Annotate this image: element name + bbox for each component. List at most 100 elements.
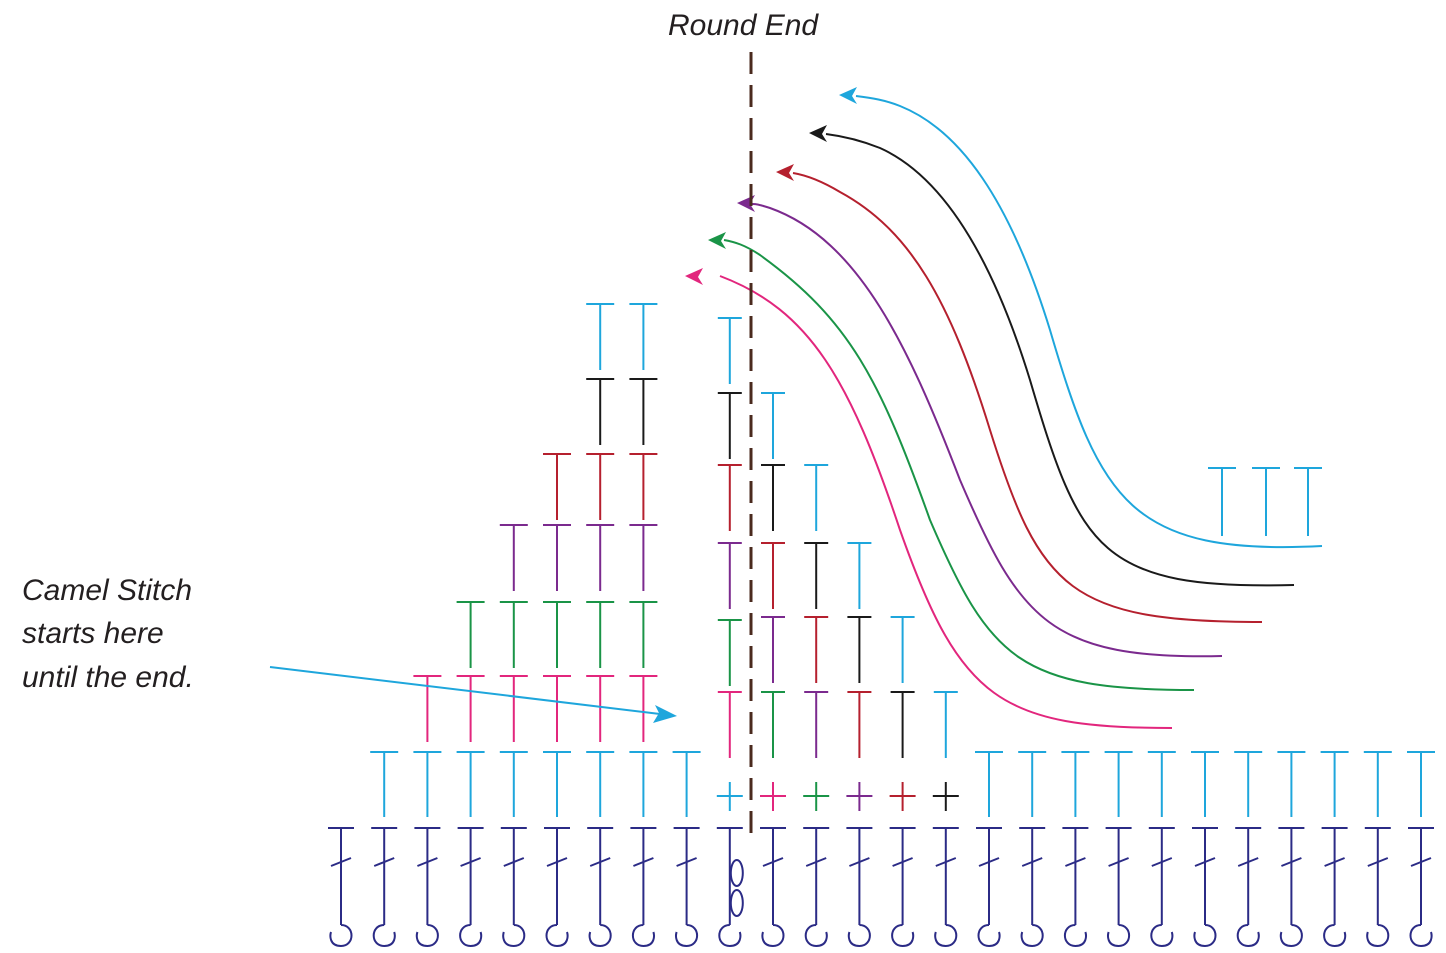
stitch-hook (588, 924, 612, 948)
round-3-stitch (456, 601, 485, 668)
stair-stitch (761, 464, 785, 531)
round-2-stitch (456, 675, 485, 742)
round-4-stitch (629, 524, 658, 591)
round-1-stitch (456, 751, 485, 817)
foundation-stitch (414, 827, 441, 948)
note-line-1: Camel Stitch (22, 574, 192, 607)
foundation-stitch (1105, 827, 1132, 948)
stitch-bar (1367, 857, 1389, 867)
stair-stitch (847, 542, 872, 609)
foundation-stitch (1192, 827, 1218, 948)
round-2-stitch (586, 675, 615, 742)
foundation-row (328, 827, 1434, 948)
stitch-hook (1409, 924, 1433, 948)
stitch-hook (1150, 924, 1174, 948)
arrow-head (685, 268, 703, 285)
foundation-stitch (976, 827, 1002, 948)
arrow-curve (719, 275, 1173, 729)
round-1-stitch (1407, 751, 1435, 817)
foundation-stitch (1321, 827, 1348, 948)
red-arrow (776, 164, 1263, 623)
round-1-stitch (1104, 751, 1133, 817)
note-line-2: starts here (22, 617, 164, 650)
stair-stitch (847, 691, 872, 758)
stitch-bar (935, 857, 957, 867)
stair-stitch (804, 464, 829, 531)
foundation-stitch (1062, 827, 1089, 948)
round-1-stitch (499, 751, 528, 817)
stitch-bar (1237, 857, 1259, 867)
stitch-bar (1281, 857, 1302, 867)
camel-stitch-pointer (269, 666, 677, 723)
foundation-stitch (630, 827, 657, 948)
arrow-head (776, 164, 794, 181)
foundation-stitch (1019, 827, 1046, 948)
foundation-stitch (932, 827, 959, 948)
arrow-curve (855, 95, 1323, 549)
stitch-bar (762, 857, 784, 867)
arrow-curve (751, 203, 1223, 658)
stitch-bar (1324, 857, 1345, 867)
arrow-head (708, 232, 726, 249)
pointer-arrowhead (653, 705, 677, 723)
foundation-stitch (760, 827, 786, 948)
stitch-bar (373, 857, 395, 867)
foundation-stitch (587, 827, 614, 948)
stair-stitch (717, 317, 742, 384)
stair-stitch (717, 464, 742, 531)
stair-stitch (933, 691, 958, 758)
camel-stitch-note: Camel Stitch starts here until the end. (22, 574, 200, 694)
blue-arrow (839, 87, 1323, 549)
arrow-curve (825, 133, 1295, 587)
stitch-grid (370, 303, 1435, 817)
round-1-stitch (1147, 751, 1176, 817)
stitch-bar (978, 857, 1000, 867)
foundation-stitch (1364, 827, 1391, 948)
stitch-hook (1193, 924, 1217, 948)
pink-arrow (685, 268, 1173, 729)
stitch-hook (1279, 924, 1303, 948)
single-crochet-stitch (889, 782, 916, 811)
stair-stitch (761, 691, 785, 758)
round-1-stitch (1191, 751, 1219, 817)
round-1-stitch (1277, 751, 1306, 817)
stitch-bar (589, 857, 611, 867)
round-6-stitch (586, 378, 615, 445)
round-4-stitch (543, 524, 571, 591)
round-4-stitch (586, 524, 615, 591)
round-2-stitch (543, 675, 571, 742)
stair-stitch (761, 392, 785, 459)
stitch-bar (417, 857, 438, 867)
stair-stitch (761, 542, 785, 609)
pointer-line (269, 666, 661, 715)
stitch-hook (459, 924, 483, 948)
round-1-stitch (672, 751, 701, 817)
stitch-hook (1020, 924, 1044, 948)
loop-lower (729, 889, 744, 917)
stitch-hook (1107, 924, 1131, 948)
stair-stitch (890, 691, 915, 758)
round-1-stitch (1018, 751, 1047, 817)
round-7-end-stitch (1294, 467, 1322, 536)
stair-stitch (847, 616, 872, 683)
round-2-stitch (629, 675, 658, 742)
stitch-hook (1063, 924, 1087, 948)
round-3-stitch (586, 601, 615, 668)
arrow-head (809, 125, 827, 142)
round-5-stitch (586, 453, 615, 520)
stair-stitch (717, 392, 742, 459)
stair-stitch (717, 542, 742, 609)
stair-stitch (804, 691, 829, 758)
stitch-bar (1065, 857, 1086, 867)
stitch-bar (892, 857, 913, 867)
single-crochet-stitch (846, 782, 873, 811)
stitch-bar (503, 857, 525, 867)
round-7-end-stitch (1252, 467, 1280, 536)
stitch-bar (330, 857, 352, 867)
foundation-stitch (803, 827, 830, 948)
round-3-stitch (629, 601, 658, 668)
round-1-stitch (1234, 751, 1263, 817)
stitch-bar (546, 857, 568, 867)
round-1-stitch (543, 751, 571, 817)
stitch-hook (372, 924, 396, 948)
